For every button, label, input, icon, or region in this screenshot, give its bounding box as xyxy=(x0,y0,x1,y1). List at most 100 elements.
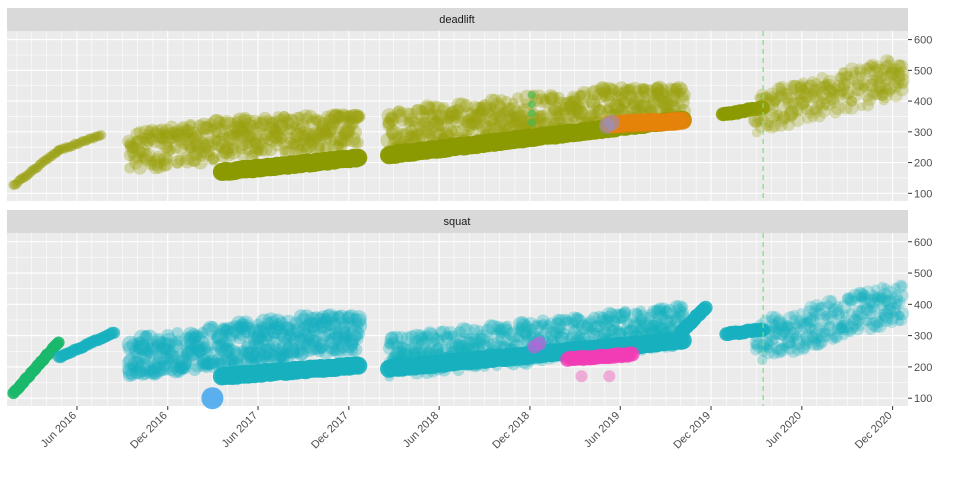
data-point xyxy=(273,119,288,135)
data-point xyxy=(636,100,653,116)
data-point xyxy=(810,103,822,115)
data-point xyxy=(221,350,237,366)
data-point xyxy=(145,155,157,168)
data-point xyxy=(869,66,884,81)
data-point xyxy=(405,330,419,344)
data-point xyxy=(237,345,249,357)
data-point xyxy=(545,92,559,106)
data-point xyxy=(832,79,846,93)
data-point xyxy=(851,76,866,91)
data-point xyxy=(869,84,879,94)
data-point xyxy=(148,158,164,175)
data-point xyxy=(856,102,867,112)
data-point xyxy=(475,104,489,118)
data-point xyxy=(884,55,895,65)
data-point xyxy=(545,90,561,107)
data-point xyxy=(453,112,466,124)
data-point xyxy=(304,133,321,150)
data-point xyxy=(487,113,503,128)
data-point xyxy=(815,96,831,112)
data-point xyxy=(150,153,167,169)
data-point xyxy=(159,124,176,141)
data-point xyxy=(159,343,172,356)
data-point xyxy=(495,94,508,106)
data-point xyxy=(442,115,453,125)
data-point xyxy=(137,132,150,145)
data-point xyxy=(453,333,467,347)
data-point xyxy=(478,99,492,113)
data-point xyxy=(178,129,191,142)
data-point xyxy=(129,365,144,380)
data-point xyxy=(65,141,76,152)
data-point xyxy=(151,355,167,371)
data-point xyxy=(155,336,168,349)
data-point xyxy=(549,109,566,126)
data-point xyxy=(801,112,814,124)
data-point xyxy=(434,122,445,132)
data-point xyxy=(868,89,878,99)
data-point xyxy=(135,366,150,381)
data-point xyxy=(842,88,854,100)
data-point xyxy=(784,104,799,119)
data-point xyxy=(150,332,167,349)
data-point xyxy=(139,153,153,167)
data-point xyxy=(382,116,395,129)
data-point xyxy=(296,322,312,337)
data-point xyxy=(574,89,587,102)
data-point xyxy=(487,105,503,121)
data-point xyxy=(469,109,483,123)
data-point xyxy=(603,95,616,108)
data-point xyxy=(186,328,202,344)
data-point xyxy=(407,115,420,128)
data-point xyxy=(827,87,839,99)
data-point xyxy=(205,354,220,370)
data-point xyxy=(254,118,269,133)
data-point xyxy=(272,324,288,340)
data-point xyxy=(678,90,689,102)
data-point xyxy=(224,344,242,361)
data-point xyxy=(392,130,403,142)
data-point xyxy=(225,353,239,367)
data-point xyxy=(184,142,198,155)
data-point xyxy=(548,101,563,117)
data-point xyxy=(198,136,210,149)
data-point xyxy=(539,95,553,108)
data-point xyxy=(290,111,305,126)
data-point xyxy=(578,99,590,111)
data-point xyxy=(863,63,873,73)
data-point xyxy=(181,345,199,363)
data-point xyxy=(498,107,510,119)
data-point xyxy=(150,127,166,143)
data-point xyxy=(219,115,234,130)
data-point xyxy=(386,125,403,142)
data-point xyxy=(807,75,818,87)
data-point xyxy=(233,320,245,332)
data-point xyxy=(234,318,250,333)
data-point xyxy=(794,87,807,100)
data-point xyxy=(267,128,284,145)
data-point xyxy=(263,114,274,125)
data-point xyxy=(862,92,877,107)
data-point xyxy=(140,135,150,146)
data-point xyxy=(413,118,427,132)
x-tick-label: Jun 2017 xyxy=(220,410,260,450)
data-point xyxy=(752,100,765,112)
data-point xyxy=(414,332,428,345)
data-point xyxy=(397,341,411,356)
data-point xyxy=(266,117,277,128)
data-point xyxy=(628,96,641,109)
data-point xyxy=(776,85,788,98)
data-point xyxy=(244,349,259,364)
data-point xyxy=(251,341,267,357)
data-point xyxy=(303,337,322,356)
data-point xyxy=(124,140,135,151)
data-point xyxy=(234,124,250,140)
data-point xyxy=(241,338,258,355)
data-point xyxy=(333,343,346,356)
data-point xyxy=(598,87,614,102)
data-point xyxy=(818,80,833,96)
data-point xyxy=(614,81,629,97)
data-point xyxy=(141,147,156,163)
data-point xyxy=(191,145,203,157)
data-point xyxy=(151,124,166,139)
